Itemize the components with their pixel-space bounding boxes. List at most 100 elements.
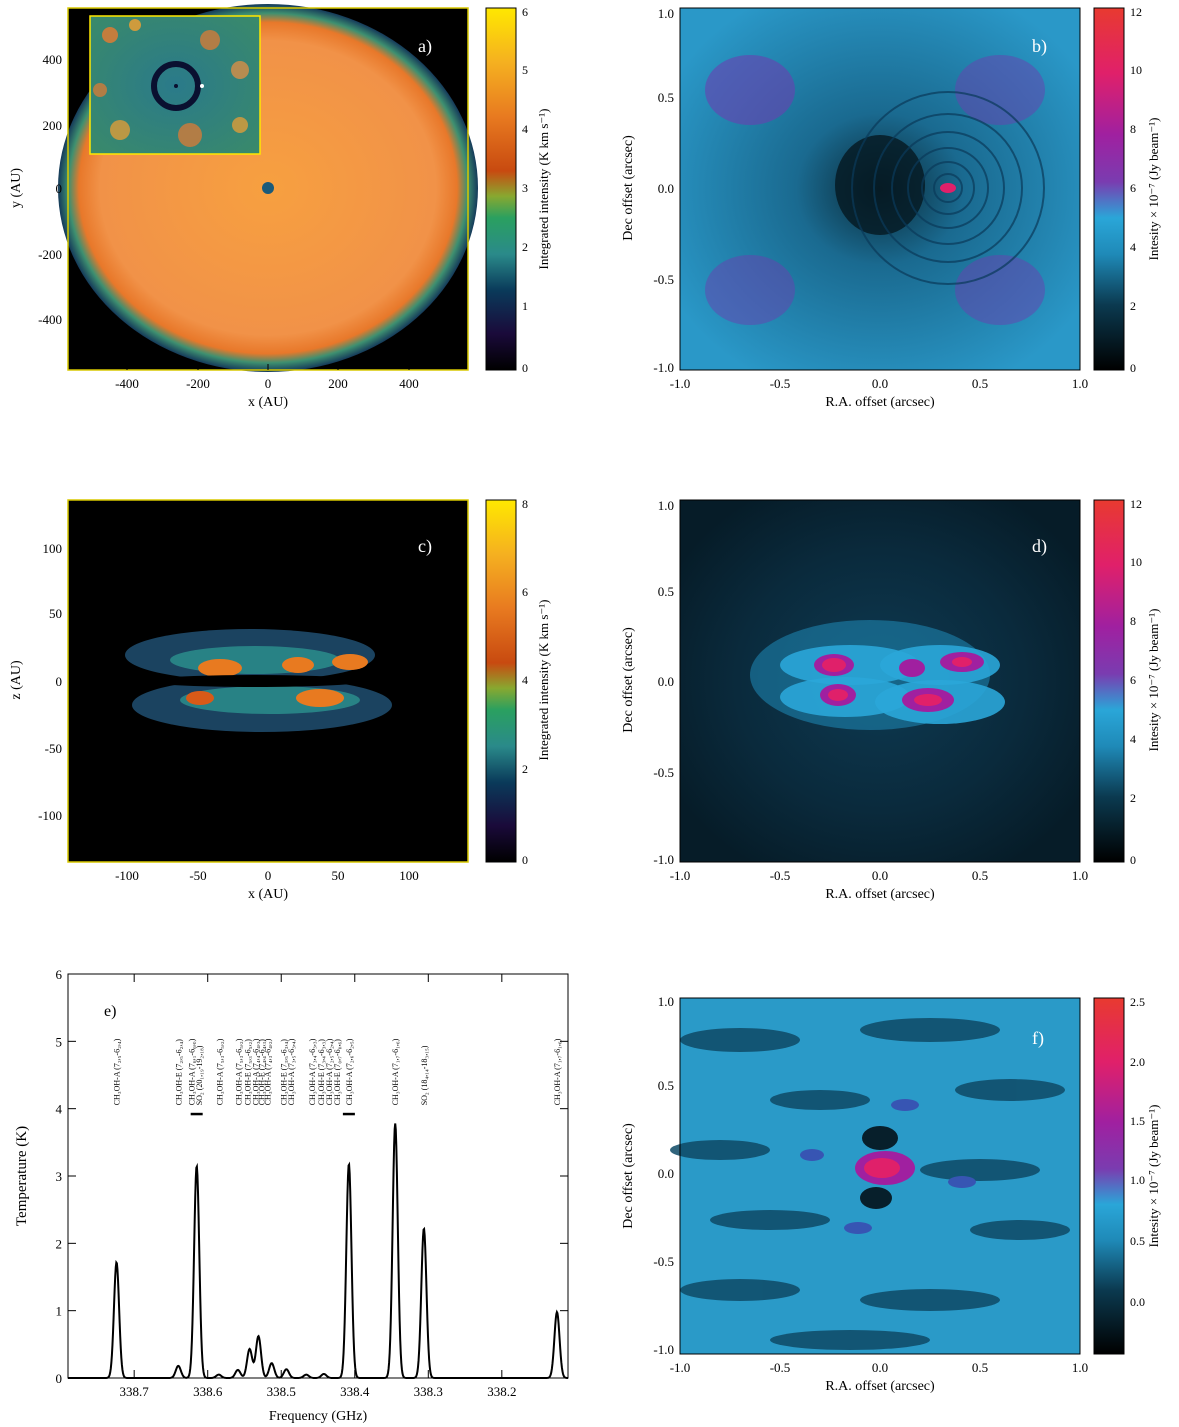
- line-label: CH₃OH-A (7₅,₃-6₅,₂): [216, 1038, 225, 1105]
- cbar-label: Integrated intensity (K km s⁻¹): [536, 600, 551, 761]
- y-tick-label: 0: [56, 1371, 63, 1386]
- cbar-tick: 6: [522, 585, 528, 599]
- y-tick-label: 0.5: [658, 90, 674, 105]
- cbar-tick: 4: [1130, 732, 1136, 746]
- point-source: [940, 183, 956, 193]
- y-tick-label: 6: [56, 967, 63, 982]
- x-tick-label: -1.0: [670, 1360, 691, 1375]
- x-tick-label: 1.0: [1072, 376, 1088, 391]
- cbar-tick: 2: [1130, 299, 1136, 313]
- x-tick-label: 0.0: [872, 868, 888, 883]
- disk-emission: [750, 620, 1005, 730]
- x-tick-label: 338.4: [340, 1384, 370, 1399]
- cbar-tick: 4: [1130, 240, 1136, 254]
- panel-f: -1.0 -0.5 0.0 0.5 1.0 1.0 0.5 0.0 -0.5 -…: [621, 994, 1161, 1394]
- cbar-tick: 12: [1130, 5, 1142, 19]
- x-axis-label: R.A. offset (arcsec): [825, 1379, 935, 1394]
- cbar-label: Integrated intensity (K km s⁻¹): [536, 109, 551, 270]
- cbar-tick: 2.0: [1130, 1055, 1145, 1069]
- x-tick-label: -1.0: [670, 868, 691, 883]
- y-tick-label: 2: [56, 1236, 63, 1251]
- cbar-tick: 0: [522, 853, 528, 867]
- cbar-tick: 0.0: [1130, 1295, 1145, 1309]
- line-label: CH₃OH-E (7₄,₄-6₄,₃): [257, 1039, 266, 1105]
- cbar-tick: 6: [1130, 673, 1136, 687]
- y-tick-label: 0: [56, 674, 63, 689]
- y-tick-label: 0.5: [658, 584, 674, 599]
- axis-frame: [67, 973, 569, 1379]
- cbar-tick: 2: [522, 762, 528, 776]
- cbar-tick: 0: [522, 361, 528, 375]
- cbar-label: Intesity × 10⁻⁷ (Jy beam⁻¹): [1146, 1105, 1161, 1248]
- panel-b: -1.0 -0.5 0.0 0.5 1.0 1.0 0.5 0.0 -0.5 -…: [621, 5, 1161, 410]
- x-axis-label: R.A. offset (arcsec): [825, 887, 935, 902]
- y-tick-label: -1.0: [653, 360, 674, 375]
- emission-blob: [955, 255, 1045, 325]
- colorbar: [485, 499, 517, 863]
- panel-label: b): [1032, 36, 1047, 57]
- y-tick-label: 50: [49, 606, 62, 621]
- emission-blob: [705, 255, 795, 325]
- line-label: CH₃OH-E (7₂,₅-6₂,₄): [174, 1039, 183, 1105]
- central-source-core: [864, 1158, 900, 1178]
- panel-label: d): [1032, 536, 1047, 557]
- cbar-tick: 0.5: [1130, 1234, 1145, 1248]
- line-label: CH₃OH-A (7₆,₁-6₆,₀): [188, 1038, 197, 1105]
- line-label: CH₃OH-E (7₀,₇-6₀,₆): [333, 1039, 342, 1105]
- x-tick-label: 0.0: [872, 1360, 888, 1375]
- y-tick-label: 200: [43, 118, 63, 133]
- panel-label: a): [418, 36, 432, 57]
- x-tick-label: 0.0: [872, 376, 888, 391]
- y-tick-label: -400: [38, 312, 62, 327]
- x-axis-label: Frequency (GHz): [269, 1409, 368, 1424]
- x-tick-label: 1.0: [1072, 1360, 1088, 1375]
- x-tick-label: 0.5: [972, 376, 988, 391]
- line-label: CH₃OH-A (7₅,₃-6₅,₂): [235, 1038, 244, 1105]
- line-labels: CH₃OH-A (7₂,₅-6₂,₄) CH₃OH-E (7₂,₅-6₂,₄) CH…: [113, 1038, 563, 1105]
- y-axis-label: Dec offset (arcsec): [621, 1123, 636, 1229]
- y-tick-label: 400: [43, 52, 63, 67]
- cbar-tick: 2: [522, 240, 528, 254]
- cbar-tick: 6: [522, 5, 528, 19]
- tick-marks: 338.7 338.6 338.5 338.4 338.3 338.2 6 5 4 3 2 1 0: [56, 967, 568, 1399]
- y-axis-label: Temperature (K): [14, 1126, 30, 1226]
- y-tick-label: 0: [56, 181, 63, 196]
- y-tick-label: -1.0: [653, 852, 674, 867]
- panel-label: f): [1032, 1028, 1044, 1049]
- cbar-tick: 10: [1130, 555, 1142, 569]
- spectrum-line: [68, 1123, 569, 1380]
- x-axis-label: R.A. offset (arcsec): [825, 395, 935, 410]
- colorbar: [1093, 499, 1125, 863]
- y-axis-label: y (AU): [9, 168, 24, 208]
- cbar-tick: 8: [1130, 614, 1136, 628]
- line-label: CH₃OH-E (7₅,₃-6₅,₂): [243, 1039, 252, 1105]
- ring-ripples: [851, 91, 1045, 285]
- cbar-tick: 2.5: [1130, 995, 1145, 1009]
- noise-pattern: [670, 1018, 1070, 1350]
- emission-blob: [705, 55, 795, 125]
- cbar-tick: 6: [1130, 181, 1136, 195]
- line-label: CH₃OH-A (7₁,₇-6₁,₆): [553, 1038, 562, 1105]
- x-tick-label: 338.7: [120, 1384, 150, 1399]
- cbar-tick: 1.0: [1130, 1173, 1145, 1187]
- x-tick-label: 338.5: [267, 1384, 296, 1399]
- x-tick-label: 338.6: [193, 1384, 223, 1399]
- line-label: CH₃OH-A (7₂,₅-6₂,₄): [113, 1038, 122, 1105]
- line-label: CH₃OH-A (7₂,₅-6₂,₄): [325, 1038, 334, 1105]
- cbar-tick: 4: [522, 673, 528, 687]
- panel-d: -1.0 -0.5 0.0 0.5 1.0 1.0 0.5 0.0 -0.5 -…: [621, 497, 1161, 902]
- y-tick-label: -0.5: [653, 272, 674, 287]
- y-tick-label: 100: [43, 541, 63, 556]
- line-label: SO₂ (18₄,₁₄-18₃,₁₅): [420, 1045, 429, 1105]
- y-tick-label: -0.5: [653, 1254, 674, 1269]
- y-tick-label: -100: [38, 808, 62, 823]
- inset-zoom: [89, 15, 261, 155]
- cbar-tick: 5: [522, 63, 528, 77]
- cbar-tick: 1.5: [1130, 1114, 1145, 1128]
- x-tick-label: 0: [265, 868, 272, 883]
- y-tick-label: 1.0: [658, 6, 674, 21]
- line-label: CH₃OH-E (7₃,₄-6₃,₃): [317, 1039, 326, 1105]
- line-label: CH₃OH-A (7₂,₆-6₂,₅): [345, 1038, 354, 1105]
- y-tick-label: -50: [45, 741, 62, 756]
- x-tick-label: -200: [186, 376, 210, 391]
